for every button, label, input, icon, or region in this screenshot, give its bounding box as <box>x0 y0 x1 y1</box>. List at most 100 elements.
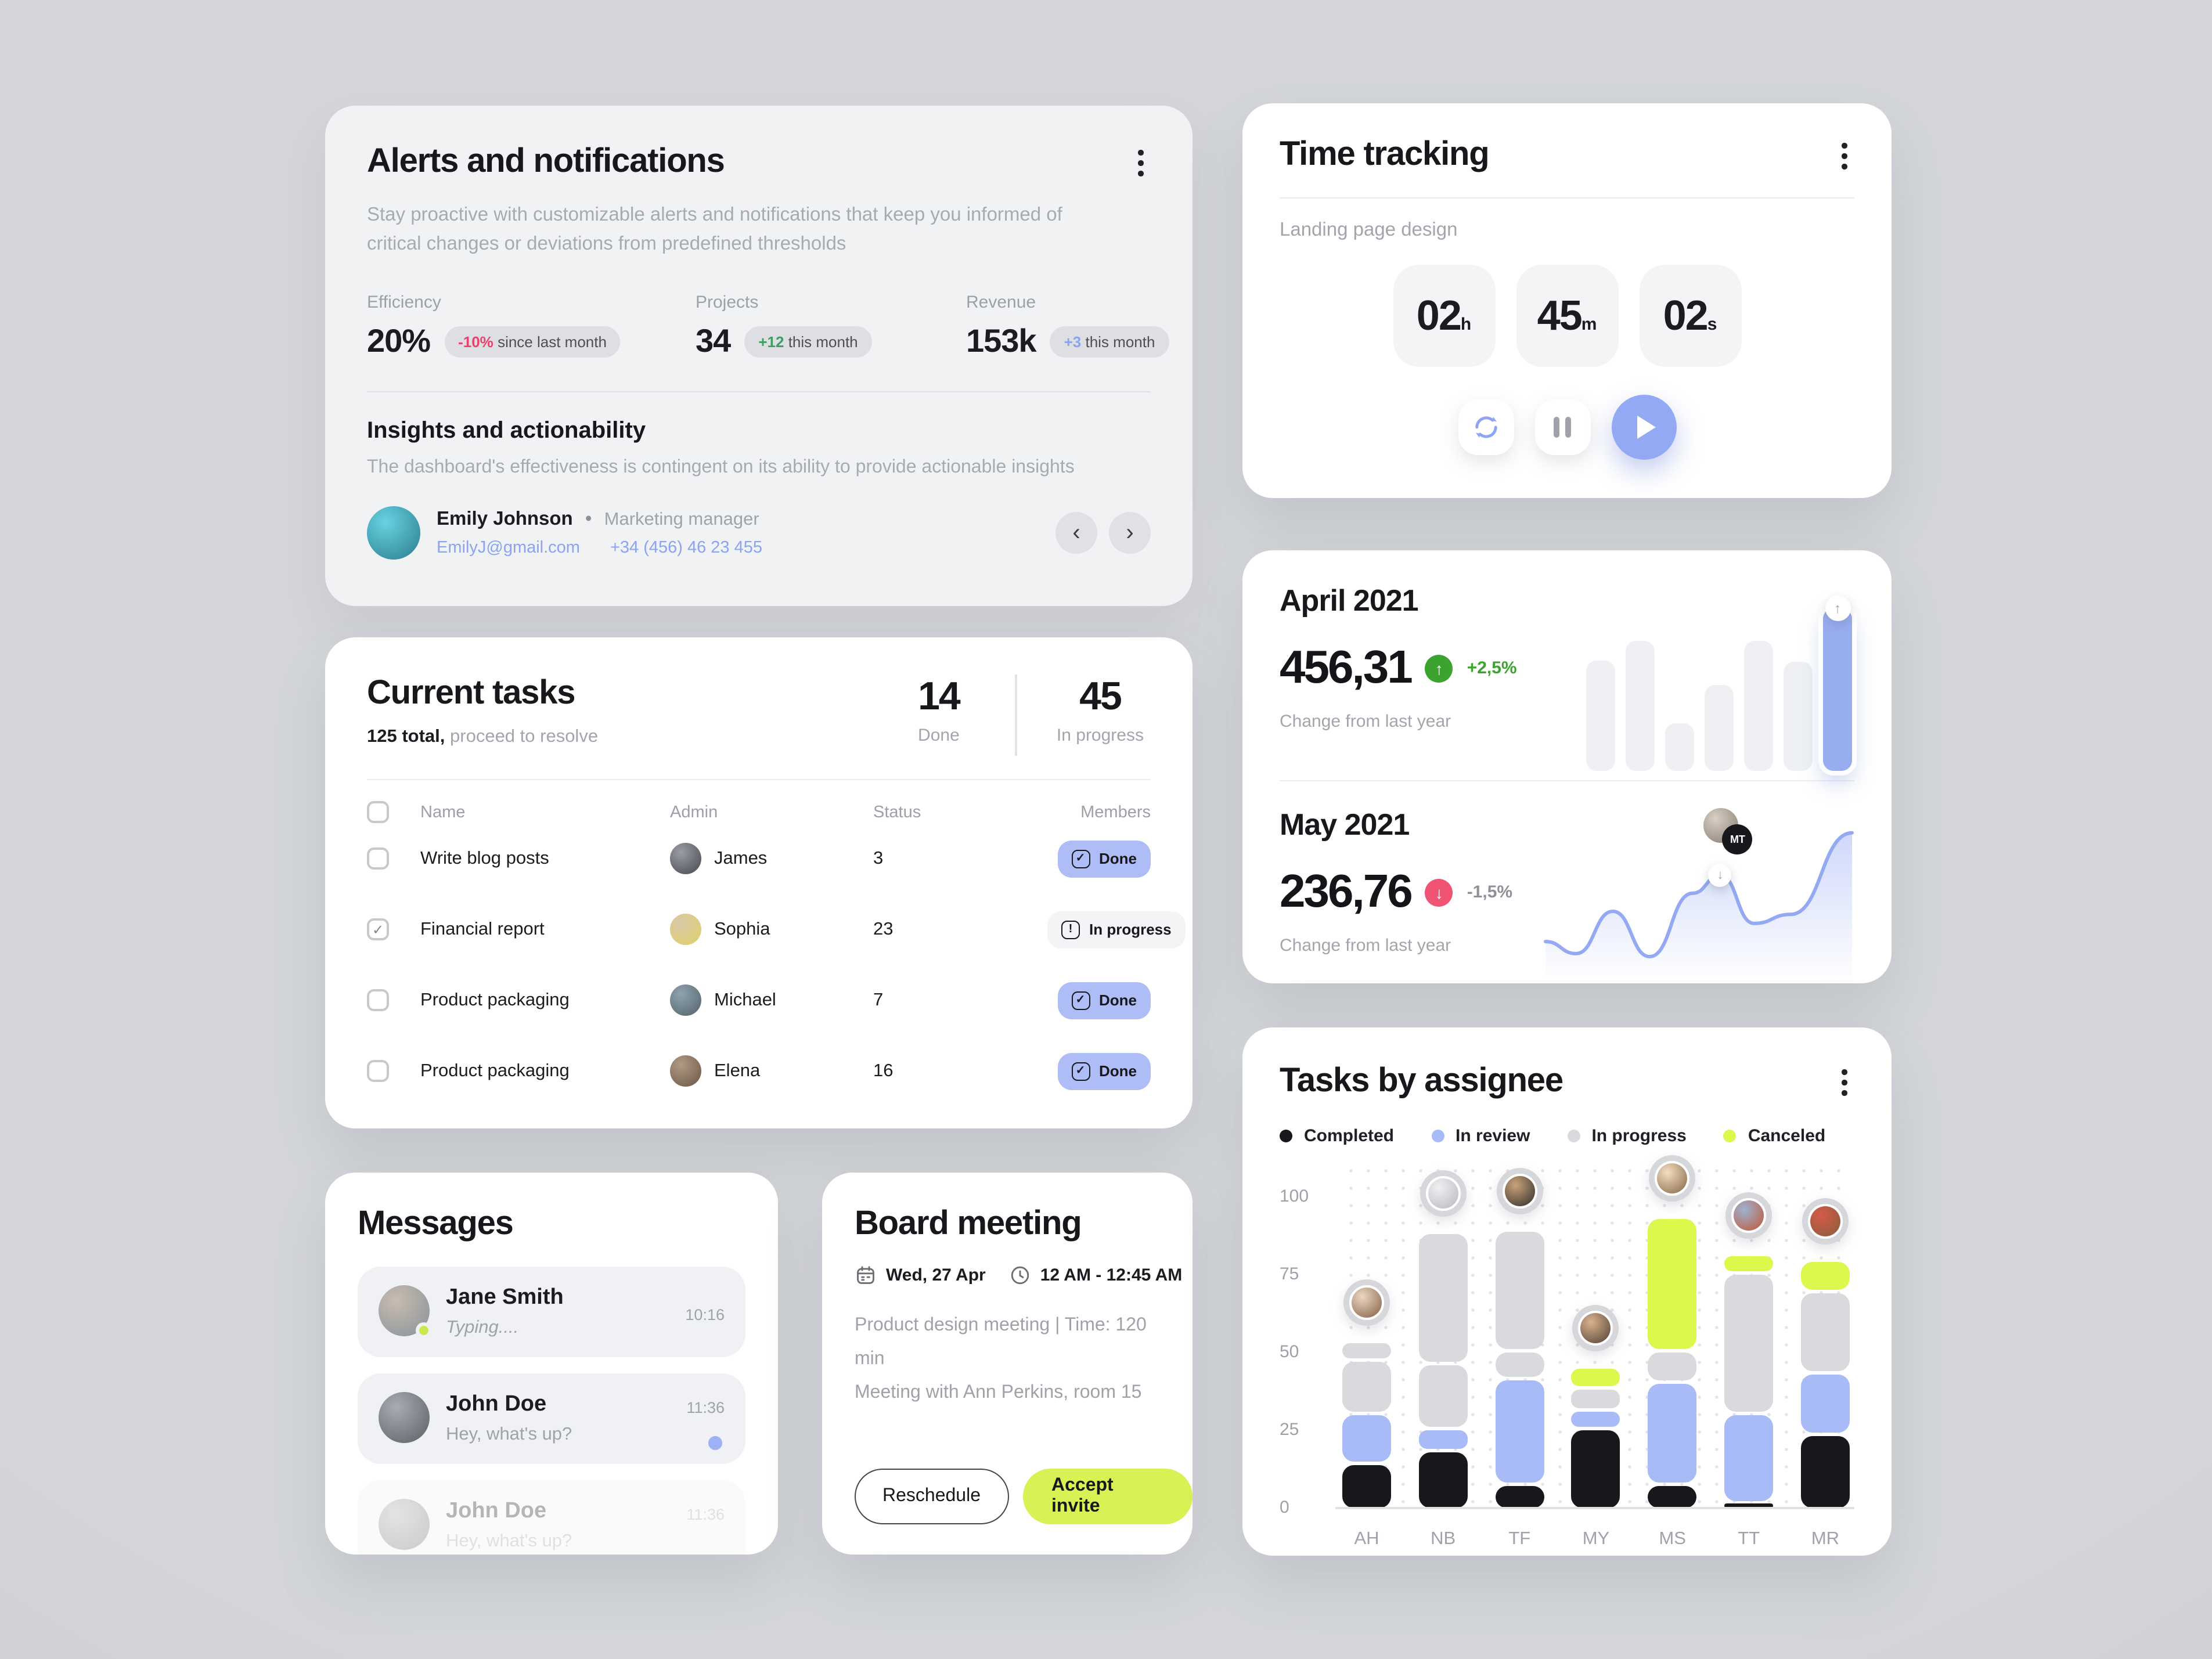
bar-segment-in_progress <box>1495 1353 1544 1377</box>
bar-segment-in_progress <box>1342 1362 1391 1412</box>
task-status: 3 <box>873 848 884 868</box>
pause-button[interactable] <box>1534 399 1590 455</box>
bar-segment-canceled <box>1800 1262 1850 1290</box>
status-badge[interactable]: ✓ Done <box>1057 840 1151 877</box>
message-sender: Jane Smith <box>446 1285 564 1310</box>
message-text: Jane Smith Typing.... <box>446 1285 564 1339</box>
bar-segment-completed <box>1648 1486 1697 1508</box>
bar-TF <box>1495 1162 1544 1508</box>
online-status-dot <box>416 1322 432 1339</box>
task-checkbox[interactable] <box>367 847 389 870</box>
loop-icon <box>1475 416 1497 438</box>
x-tick-NB: NB <box>1431 1528 1456 1549</box>
divider <box>367 779 1151 780</box>
assignee-avatar <box>1649 1155 1696 1202</box>
meeting-date: Wed, 27 Apr <box>855 1264 986 1286</box>
next-button[interactable]: › <box>1109 512 1151 554</box>
stat-efficiency: Efficiency 20% -10% since last month <box>367 293 696 360</box>
avatar <box>670 984 701 1016</box>
arrow-down-marker: ↓ <box>1708 863 1732 887</box>
task-checkbox[interactable]: ✓ <box>367 918 389 940</box>
stat-badge: +12 this month <box>744 326 872 358</box>
table-row: Write blog posts James 3 ✓ Done <box>367 823 1151 894</box>
legend-dot <box>1567 1129 1580 1142</box>
message-item[interactable]: John Doe Hey, what's up? 11:36 <box>358 1480 745 1555</box>
task-checkbox[interactable] <box>367 1060 389 1082</box>
play-button[interactable] <box>1611 394 1676 460</box>
contact-row: Emily Johnson • Marketing manager EmilyJ… <box>367 506 1151 560</box>
may-value: 236,76 <box>1280 866 1413 917</box>
y-tick-50: 50 <box>1280 1341 1299 1362</box>
monthly-stats-card: April 2021 456,31 ↑ +2,5% Change from la… <box>1242 550 1892 983</box>
mini-bar: ↑ <box>1823 596 1852 771</box>
divider <box>367 391 1151 393</box>
message-preview: Typing.... <box>446 1318 519 1337</box>
bar-segment-in_review <box>1571 1412 1620 1427</box>
avatar <box>379 1285 432 1339</box>
column-name: Name <box>420 803 466 821</box>
bar-MR <box>1800 1162 1850 1508</box>
admin-name: James <box>714 848 768 868</box>
message-item[interactable]: John Doe Hey, what's up? 11:36 <box>358 1373 745 1464</box>
x-axis-labels: AH NB TF MY MS TT MR <box>1342 1529 1850 1550</box>
message-sender: John Doe <box>446 1499 547 1523</box>
message-time: 11:36 <box>686 1399 725 1416</box>
bar-MY <box>1571 1162 1620 1508</box>
kebab-menu-icon[interactable] <box>1132 143 1151 183</box>
legend-label: Canceled <box>1748 1126 1826 1146</box>
bar-NB <box>1418 1162 1468 1508</box>
task-rows: Write blog posts James 3 ✓ Done ✓ Financial re… <box>367 823 1186 1106</box>
select-all-checkbox[interactable] <box>367 801 389 823</box>
contact-phone[interactable]: +34 (456) 46 23 455 <box>610 539 762 558</box>
stat-value: 20% <box>367 323 431 359</box>
accept-invite-button[interactable]: Accept invite <box>1022 1469 1193 1524</box>
bar-segment-in_progress <box>1571 1390 1620 1409</box>
kebab-menu-icon[interactable] <box>1835 136 1854 176</box>
status-badge[interactable]: ✓ Done <box>1057 1052 1151 1090</box>
tasks-by-assignee-card: Tasks by assignee Completed In review In p… <box>1242 1027 1892 1556</box>
task-name: Write blog posts <box>420 848 549 868</box>
exclamation-icon: ! <box>1061 920 1080 939</box>
admin-name: Elena <box>714 1061 761 1080</box>
task-members: ✓ Done <box>1057 1052 1151 1090</box>
arrow-up-icon: ↑ <box>1425 654 1453 682</box>
legend-item: In progress <box>1567 1126 1687 1146</box>
alerts-description: Stay proactive with customizable alerts … <box>367 204 1062 254</box>
tasks-by-assignee-title: Tasks by assignee <box>1280 1062 1563 1099</box>
prev-button[interactable]: ‹ <box>1055 512 1097 554</box>
insights-title: Insights and actionability <box>367 418 646 444</box>
bar-segment-in_review <box>1342 1415 1391 1462</box>
unread-dot <box>708 1436 722 1450</box>
timer: 02 h 45 m 02 s <box>1280 264 1854 367</box>
contact-email[interactable]: EmilyJ@gmail.com <box>437 539 580 558</box>
task-checkbox[interactable] <box>367 989 389 1011</box>
task-admin: Elena <box>670 1055 873 1087</box>
current-tasks-card: Current tasks 125 total, proceed to reso… <box>325 637 1193 1128</box>
check-icon: ✓ <box>1071 991 1090 1009</box>
bar-segment-completed <box>1342 1465 1391 1508</box>
bar-segment-completed <box>1724 1503 1774 1508</box>
reschedule-button[interactable]: Reschedule <box>855 1469 1008 1524</box>
bar-segment-completed <box>1418 1452 1468 1508</box>
kebab-menu-icon[interactable] <box>1835 1062 1854 1103</box>
bar-segment-in_progress <box>1800 1293 1850 1371</box>
alerts-card: Alerts and notifications Stay proactive … <box>325 106 1193 606</box>
legend-item: In review <box>1431 1126 1530 1146</box>
play-icon <box>1637 415 1656 439</box>
status-badge[interactable]: ✓ Done <box>1057 982 1151 1019</box>
april-title: April 2021 <box>1280 583 1419 618</box>
legend-label: Completed <box>1304 1126 1395 1146</box>
bar-segment-in_progress <box>1418 1365 1468 1427</box>
bar-segment-in_progress <box>1342 1343 1391 1359</box>
divider <box>1280 197 1854 199</box>
contact-name-role: Emily Johnson • Marketing manager <box>437 508 759 530</box>
april-delta: +2,5% <box>1467 658 1517 678</box>
bar-segment-canceled <box>1648 1218 1697 1350</box>
message-time: 11:36 <box>686 1506 725 1523</box>
avatar <box>379 1499 430 1550</box>
status-badge[interactable]: ! In progress <box>1047 911 1186 948</box>
assignee-avatar <box>1496 1167 1543 1214</box>
restart-button[interactable] <box>1458 399 1514 455</box>
message-item[interactable]: Jane Smith Typing.... 10:16 <box>358 1267 745 1357</box>
